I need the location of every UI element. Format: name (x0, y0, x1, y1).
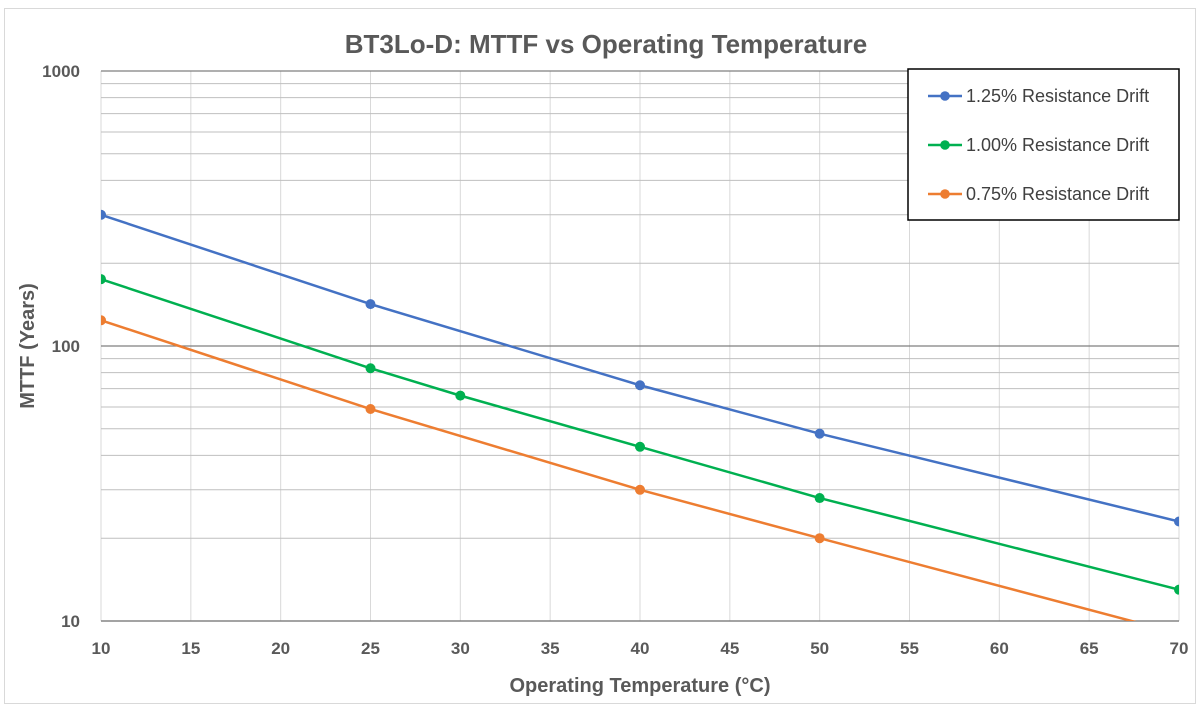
x-tick-label: 45 (720, 639, 739, 658)
y-tick-label: 100 (52, 337, 80, 356)
data-point (1174, 584, 1179, 595)
data-point (101, 274, 106, 285)
data-point (365, 404, 376, 415)
data-point (814, 533, 825, 544)
legend-item: 0.75% Resistance Drift (928, 184, 1149, 204)
x-tick-label: 65 (1080, 639, 1099, 658)
legend: 1.25% Resistance Drift 1.00% Resistance … (907, 68, 1180, 221)
x-tick-label: 35 (541, 639, 560, 658)
legend-item: 1.00% Resistance Drift (928, 135, 1149, 155)
y-tick-label: 1000 (42, 62, 80, 81)
data-point (814, 428, 825, 439)
grid (100, 70, 1180, 622)
x-tick-label: 40 (631, 639, 650, 658)
x-tick-label: 10 (92, 639, 111, 658)
x-tick-label: 20 (271, 639, 290, 658)
x-tick-label: 25 (361, 639, 380, 658)
legend-item: 1.25% Resistance Drift (928, 86, 1149, 106)
legend-label: 1.25% Resistance Drift (966, 86, 1149, 106)
legend-label: 0.75% Resistance Drift (966, 184, 1149, 204)
x-tick-label: 70 (1170, 639, 1189, 658)
legend-marker-dot (940, 140, 950, 150)
data-point (101, 315, 106, 326)
data-point (635, 380, 645, 391)
data-point (455, 390, 466, 401)
x-tick-label: 15 (181, 639, 200, 658)
data-point (814, 493, 825, 504)
x-tick-label: 55 (900, 639, 919, 658)
chart-title: BT3Lo-D: MTTF vs Operating Temperature (345, 29, 867, 59)
data-point (101, 209, 106, 220)
x-tick-label: 60 (990, 639, 1009, 658)
data-point (365, 299, 376, 310)
data-point (635, 484, 645, 495)
y-axis-title: MTTF (Years) (17, 283, 39, 409)
series-line (101, 277, 1179, 591)
legend-marker-dot (940, 189, 950, 199)
legend-marker-dot (940, 91, 950, 101)
data-point (635, 441, 645, 452)
x-axis-title: Operating Temperature (°C) (510, 675, 771, 697)
plot-series (101, 209, 1184, 639)
legend-label: 1.00% Resistance Drift (966, 135, 1149, 155)
x-tick-label: 30 (451, 639, 470, 658)
y-tick-label: 10 (61, 612, 80, 631)
x-tick-label: 50 (810, 639, 829, 658)
data-point (1174, 516, 1179, 527)
data-point (1174, 629, 1184, 639)
tick-labels: 10 15 20 25 30 35 40 45 50 55 60 65 70 10 100 1000 (42, 62, 1188, 658)
data-point (365, 363, 376, 374)
